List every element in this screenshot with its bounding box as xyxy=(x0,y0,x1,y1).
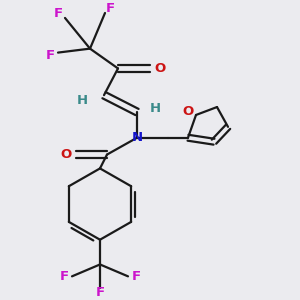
Text: O: O xyxy=(182,104,194,118)
Text: F: F xyxy=(105,2,115,14)
Text: O: O xyxy=(60,148,72,161)
Text: F: F xyxy=(59,270,69,283)
Text: H: H xyxy=(149,101,161,115)
Text: F: F xyxy=(53,8,63,20)
Text: H: H xyxy=(76,94,88,106)
Text: F: F xyxy=(131,270,141,283)
Text: N: N xyxy=(131,131,142,144)
Text: O: O xyxy=(154,62,166,75)
Text: F: F xyxy=(95,286,105,299)
Text: F: F xyxy=(45,49,55,62)
